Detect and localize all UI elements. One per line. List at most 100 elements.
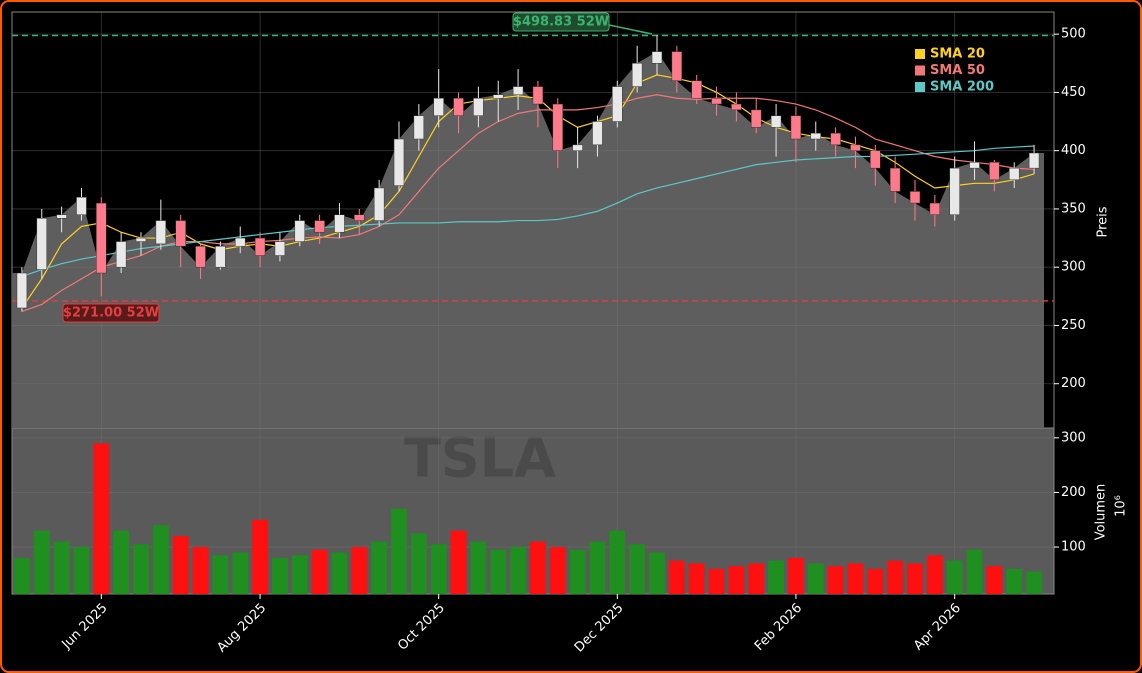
- candle-body: [334, 214, 345, 233]
- volume-bar: [1006, 568, 1023, 594]
- volume-bar: [1026, 571, 1043, 594]
- candle-body: [76, 197, 87, 216]
- candle-body: [790, 115, 802, 140]
- candle-body: [572, 144, 583, 151]
- candle-body: [850, 144, 861, 151]
- candle-body: [870, 150, 881, 169]
- candle-body: [612, 86, 623, 122]
- volume-bar: [192, 547, 209, 594]
- y-tick-label: 400: [1061, 143, 1086, 158]
- volume-bar: [351, 547, 368, 594]
- legend-label: SMA 20: [930, 47, 985, 62]
- volume-bar: [668, 560, 685, 594]
- volume-bar: [986, 566, 1003, 594]
- label-box: [512, 12, 610, 32]
- label-box: [62, 303, 160, 323]
- candle-body: [56, 214, 67, 219]
- candle-body: [651, 51, 663, 64]
- volume-bar: [212, 555, 229, 594]
- legend-label: SMA 50: [930, 63, 985, 78]
- legend-swatch: [915, 82, 925, 92]
- volume-bar: [152, 525, 169, 594]
- volume-bar: [53, 541, 70, 594]
- level-label: $271.00 52W: [62, 303, 160, 323]
- candle-body: [493, 94, 504, 99]
- candle-body: [473, 97, 484, 116]
- candle-body: [770, 115, 782, 128]
- candle-body: [155, 220, 167, 245]
- sma-line: [21, 145, 1035, 278]
- candle-body: [711, 97, 722, 105]
- y-tick-label: 500: [1061, 27, 1086, 42]
- candle-body: [949, 167, 960, 216]
- y-tick-label: 300: [1061, 260, 1086, 275]
- y-tick-label: 300: [1061, 430, 1086, 445]
- volume-bar: [569, 549, 586, 594]
- volume-bar: [490, 549, 507, 594]
- volume-bar: [13, 557, 30, 594]
- y-axis-label: Preis: [1096, 206, 1111, 237]
- volume-bar: [450, 530, 467, 594]
- candle-body: [16, 272, 28, 309]
- volume-bar: [728, 566, 745, 594]
- candle-body: [96, 202, 107, 274]
- arrow: [608, 24, 653, 35]
- sma-line: [21, 74, 1035, 309]
- volume-bar: [172, 536, 189, 594]
- candle-body: [830, 132, 841, 146]
- volume-bar: [430, 544, 447, 594]
- candle-body: [989, 162, 1000, 181]
- volume-bar: [649, 552, 665, 594]
- volume-bar: [73, 547, 90, 594]
- volume-bar: [113, 530, 130, 594]
- y-tick-label: 250: [1061, 318, 1086, 333]
- candle-body: [294, 220, 305, 242]
- price-area: [12, 51, 1044, 428]
- candle-body: [909, 191, 921, 204]
- y-axis-label: Volumen: [1094, 484, 1109, 541]
- candle-body: [969, 162, 980, 169]
- volume-bar: [847, 563, 864, 594]
- volume-bar: [391, 508, 407, 594]
- candle-body: [631, 63, 643, 87]
- volume-bar: [93, 443, 110, 594]
- volume-bar: [688, 563, 705, 594]
- candle-body: [433, 97, 444, 116]
- volume-bar: [252, 519, 269, 594]
- candle-body: [354, 214, 365, 221]
- volume-bar: [311, 549, 328, 594]
- candle-body: [512, 86, 524, 95]
- volume-bar: [926, 555, 943, 594]
- volume-bar: [410, 533, 427, 594]
- candle-body: [810, 132, 821, 140]
- volume-bar: [291, 555, 308, 594]
- candle-body: [115, 241, 127, 268]
- level-label-text: $498.83 52W: [513, 15, 609, 30]
- volume-bar: [867, 568, 884, 594]
- volume-bar: [748, 563, 765, 594]
- candle-body: [532, 86, 544, 105]
- volume-bar: [470, 541, 487, 594]
- legend-label: SMA 200: [930, 80, 994, 95]
- candle-body: [691, 80, 702, 99]
- y-tick-label: 450: [1061, 85, 1086, 100]
- volume-bar: [331, 552, 348, 594]
- volume-bar: [549, 547, 566, 594]
- candle-body: [453, 97, 464, 116]
- volume-bar: [33, 530, 50, 594]
- y-tick-label: 200: [1061, 485, 1086, 500]
- volume-bar: [629, 544, 646, 594]
- y-tick-label: 100: [1061, 540, 1086, 555]
- volume-bar: [589, 541, 606, 594]
- candle-body: [373, 187, 385, 221]
- candle-body: [552, 103, 563, 151]
- volume-bar: [133, 544, 149, 594]
- volume-bar: [529, 541, 546, 594]
- level-label: $498.83 52W: [512, 12, 610, 32]
- candle-body: [671, 51, 683, 82]
- volume-bar: [232, 552, 249, 594]
- level-label-text: $271.00 52W: [63, 306, 159, 321]
- volume-bar: [787, 557, 804, 594]
- volume-bar: [271, 557, 288, 594]
